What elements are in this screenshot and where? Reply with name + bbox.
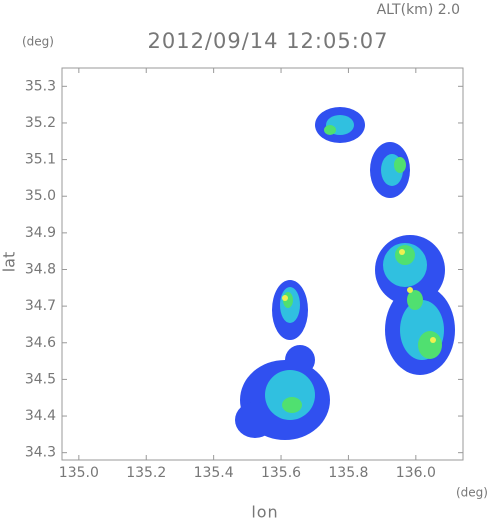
y-tick-label: 34.5 xyxy=(25,371,56,387)
subtitle: ALT(km) 2.0 xyxy=(377,2,460,18)
radar-echoes xyxy=(235,107,455,440)
x-tick-label: 136.0 xyxy=(396,465,436,481)
y-unit: (deg) xyxy=(22,35,54,49)
chart-title: 2012/09/14 12:05:07 xyxy=(147,29,388,53)
y-tick-label: 34.6 xyxy=(25,335,56,351)
y-tick-label: 34.9 xyxy=(25,225,56,241)
y-tick-label: 35.3 xyxy=(25,78,56,94)
x-tick-label: 135.4 xyxy=(194,465,234,481)
x-tick-label: 135.2 xyxy=(126,465,166,481)
x-tick-label: 135.0 xyxy=(59,465,99,481)
y-axis-label: lat xyxy=(0,252,19,273)
y-tick-label: 35.0 xyxy=(25,188,56,204)
y-tick-label: 35.2 xyxy=(25,115,56,131)
x-axis-label: lon xyxy=(251,503,278,521)
x-tick-label: 135.8 xyxy=(328,465,368,481)
x-unit: (deg) xyxy=(456,486,488,500)
y-tick-label: 34.4 xyxy=(25,408,56,424)
y-tick-label: 34.8 xyxy=(25,261,56,277)
y-tick-label: 34.3 xyxy=(25,445,56,461)
y-tick-label: 35.1 xyxy=(25,152,56,168)
y-tick-label: 34.7 xyxy=(25,298,56,314)
plot-frame xyxy=(61,67,464,461)
x-tick-label: 135.6 xyxy=(261,465,301,481)
